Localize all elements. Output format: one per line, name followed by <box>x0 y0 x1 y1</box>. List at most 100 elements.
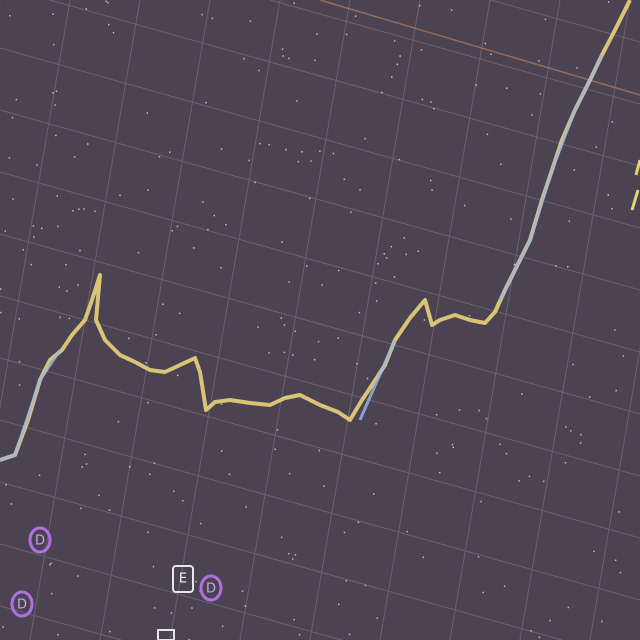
speckle <box>68 317 71 320</box>
event-marker-partial <box>157 629 175 640</box>
speckle <box>530 630 532 632</box>
speckle <box>220 403 223 405</box>
speckle <box>451 443 454 446</box>
speckle <box>403 237 406 239</box>
speckle <box>343 531 346 534</box>
speckle <box>372 493 375 495</box>
speckle <box>201 13 204 16</box>
speckle <box>567 606 570 609</box>
speckle <box>220 148 223 150</box>
speckle <box>358 311 361 314</box>
speckle <box>567 266 569 268</box>
marker-label: D <box>17 598 27 613</box>
speckle <box>205 101 207 104</box>
speckle <box>248 159 250 162</box>
speckle <box>301 151 303 153</box>
speckle <box>356 362 358 365</box>
speckle <box>468 314 471 317</box>
speckle <box>105 0 107 3</box>
speckle <box>332 152 335 155</box>
speckle <box>288 281 290 283</box>
speckle <box>158 155 161 158</box>
speckle <box>364 584 367 587</box>
speckle <box>176 225 179 228</box>
speckle <box>79 249 81 252</box>
speckle <box>296 100 298 102</box>
speckle <box>418 4 421 7</box>
speckle <box>22 248 25 251</box>
speckle <box>153 607 156 609</box>
speckle <box>241 590 244 592</box>
speckle <box>385 257 388 259</box>
speckle <box>570 430 572 432</box>
speckle <box>593 550 595 553</box>
speckle <box>375 300 378 302</box>
speckle <box>377 262 379 265</box>
speckle <box>202 201 204 203</box>
speckle <box>323 485 325 487</box>
speckle <box>259 142 261 145</box>
speckle <box>420 49 423 51</box>
speckle <box>147 189 149 191</box>
speckle <box>503 585 506 587</box>
speckle <box>146 112 149 114</box>
speckle <box>564 461 567 464</box>
speckle <box>614 329 616 331</box>
speckle <box>383 253 385 255</box>
speckle <box>155 334 157 336</box>
speckle <box>611 207 613 210</box>
speckle <box>321 284 323 286</box>
speckle <box>436 452 438 455</box>
speckle <box>195 580 197 583</box>
speckle <box>107 23 110 26</box>
speckle <box>73 156 76 158</box>
speckle <box>9 14 11 17</box>
speckle <box>18 384 21 386</box>
speckle <box>220 266 222 269</box>
speckle <box>622 355 625 357</box>
speckle <box>59 316 61 319</box>
speckle <box>228 473 231 476</box>
speckle <box>213 214 216 217</box>
speckle <box>274 448 276 451</box>
speckle <box>36 164 38 166</box>
speckle <box>595 146 598 148</box>
speckle <box>505 452 508 455</box>
speckle <box>429 179 432 182</box>
speckle <box>109 630 111 633</box>
speckle <box>314 59 316 62</box>
speckle <box>0 288 2 290</box>
speckle <box>76 575 79 577</box>
price-candles-down <box>0 54 604 462</box>
speckle <box>15 98 18 101</box>
speckle <box>119 194 121 197</box>
speckle <box>298 633 301 636</box>
speckle <box>614 559 617 562</box>
speckle <box>220 450 223 452</box>
grid-line <box>379 0 491 640</box>
speckle <box>268 352 270 354</box>
speckle <box>276 429 279 431</box>
speckle <box>18 318 21 320</box>
speckle <box>337 337 339 339</box>
speckle <box>317 340 320 343</box>
speckle <box>65 264 67 266</box>
speckle <box>338 269 340 272</box>
speckle <box>149 473 151 476</box>
speckle <box>539 93 542 95</box>
speckle <box>52 13 54 15</box>
speckle <box>153 462 156 464</box>
speckle <box>433 107 435 110</box>
grid-line <box>488 0 640 43</box>
speckle <box>66 290 68 292</box>
speckle <box>254 181 256 184</box>
speckle <box>348 633 351 636</box>
grid-line <box>0 605 123 640</box>
speckle <box>499 443 501 446</box>
speckle <box>30 263 32 266</box>
speckle <box>399 55 401 57</box>
speckle <box>463 204 466 207</box>
speckle <box>83 208 85 210</box>
speckle <box>221 625 224 628</box>
speckle <box>607 1 610 3</box>
